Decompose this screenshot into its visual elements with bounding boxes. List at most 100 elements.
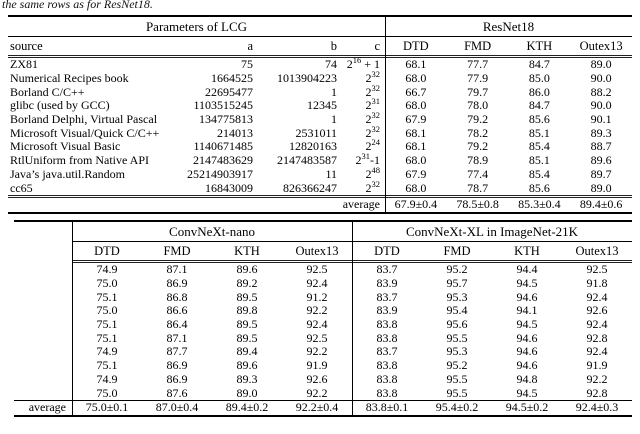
result-cell: 90.1	[590, 112, 612, 127]
result-cell: 85.0	[528, 71, 550, 86]
result-cell: 86.8	[166, 289, 188, 304]
result-cell: 92.4	[586, 289, 608, 304]
result-cell: 92.8	[586, 385, 608, 400]
result-cell: 91.8	[586, 276, 608, 291]
result-cell: 83.9	[376, 276, 398, 291]
result-cell: 95.5	[446, 385, 468, 400]
average-values: 67.9±0.4 78.5±0.8 85.3±0.4 89.4±0.6	[385, 197, 632, 212]
table2-row: 75.1 86.9 89.6 91.9 83.8 95.2 94.6 91.9	[14, 358, 632, 373]
result-cell: 85.4	[528, 139, 550, 154]
row-left: Microsoft Visual/Quick C/C++ 214013 253101…	[8, 125, 385, 141]
b-cell: 1	[331, 84, 337, 99]
col-header-kth: KTH	[526, 38, 553, 53]
top-rule	[14, 220, 632, 222]
exponent: 32	[371, 82, 381, 93]
col-header-kth: KTH	[234, 243, 260, 258]
label-divider	[72, 220, 73, 417]
result-cell: 85.1	[528, 153, 550, 168]
average-dtd: 83.8±0.1	[365, 400, 409, 415]
result-cell: 83.7	[376, 262, 398, 277]
pre-average-rule	[8, 194, 632, 198]
result-cell: 83.8	[376, 330, 398, 345]
xl-results: 83.8 95.2 94.6 91.9	[352, 358, 632, 373]
a-cell: 25214903917	[187, 166, 253, 181]
col-header-fmd: FMD	[464, 38, 492, 53]
row-left: glibc (used by GCC) 1103515245 12345 231	[8, 96, 385, 113]
source-cell: ZX81	[10, 57, 38, 72]
table1-row: Borland Delphi, Virtual Pascal 134775813 1…	[8, 110, 632, 127]
xl-results: 83.7 95.2 94.4 92.5	[352, 262, 632, 277]
source-cell: Microsoft Visual/Quick C/C++	[10, 125, 160, 140]
result-cell: 91.9	[306, 358, 328, 373]
result-cell: 89.7	[590, 166, 612, 181]
exponent: 24	[371, 137, 381, 148]
column-header-row: DTD FMD KTH Outex13 DTD FMD KTH Outex13	[14, 242, 632, 260]
exponent: 16	[352, 55, 362, 66]
a-cell: 75	[241, 57, 253, 72]
result-cell: 90.0	[590, 71, 612, 86]
result-cell: 75.0	[96, 385, 118, 400]
section-divider	[352, 220, 353, 417]
table1-body: ZX81 75 74 216 + 1 68.1 77.7 84.7 89.0 Numerical…	[8, 55, 632, 196]
row-results: 66.7 79.7 86.0 88.2	[385, 85, 632, 100]
result-cell: 75.1	[96, 358, 118, 373]
result-cell: 94.6	[516, 330, 538, 345]
result-cell: 77.7	[467, 57, 489, 72]
result-cell: 87.1	[166, 330, 188, 345]
table2-row: 74.9 87.1 89.6 92.5 83.7 95.2 94.4 92.5	[14, 262, 632, 277]
group-header-text: ConvNeXt-nano	[169, 223, 255, 239]
result-cell: 67.9	[405, 112, 427, 127]
result-cell: 77.9	[467, 71, 489, 86]
c-cell: 231	[365, 96, 381, 113]
result-cell: 86.9	[166, 371, 188, 386]
bottom-rule	[14, 414, 632, 417]
xl-results: 83.9 95.4 94.1 92.6	[352, 303, 632, 318]
source-cell: Microsoft Visual Basic	[10, 139, 121, 154]
result-cell: 75.1	[96, 330, 118, 345]
table2-row: 75.1 86.4 89.5 92.4 83.8 95.6 94.5 92.4	[14, 317, 632, 332]
result-cell: 83.7	[376, 289, 398, 304]
exponent: 32	[371, 69, 381, 80]
result-cell: 89.0	[590, 180, 612, 195]
source-cell: RtlUniform from Native API	[10, 153, 149, 168]
group-header-row: ConvNeXt-nano ConvNeXt-XL in ImageNet-21…	[14, 222, 632, 241]
col-header-dtd: DTD	[374, 243, 400, 258]
result-cell: 78.7	[467, 180, 489, 195]
caption-fragment: the same rows as for ResNet18.	[2, 0, 153, 11]
column-headers-left: source a b c	[8, 39, 385, 54]
average-outex13: 89.4±0.6	[579, 197, 623, 212]
result-cell: 83.8	[376, 371, 398, 386]
table-convnext: ConvNeXt-nano ConvNeXt-XL in ImageNet-21…	[14, 220, 632, 417]
result-cell: 83.8	[376, 358, 398, 373]
result-cell: 88.2	[590, 84, 612, 99]
b-cell: 1013904223	[277, 71, 337, 86]
col-header-outex13: Outex13	[295, 243, 339, 258]
row-left: Borland Delphi, Virtual Pascal 134775813 1…	[8, 110, 385, 127]
source-cell: Borland C/C++	[10, 84, 85, 99]
table2-row: 75.1 86.8 89.5 91.2 83.7 95.3 94.6 92.4	[14, 290, 632, 304]
a-cell: 1664525	[211, 71, 253, 86]
source-cell: Numerical Recipes book	[10, 71, 129, 86]
col-header-outex13: Outex13	[575, 243, 619, 258]
row-left: Java’s java.util.Random 25214903917 11 248	[8, 166, 385, 182]
result-cell: 78.0	[467, 98, 489, 113]
result-cell: 94.6	[516, 289, 538, 304]
nano-results: 75.1 86.9 89.6 91.9	[72, 358, 352, 373]
table1-row: Microsoft Visual Basic 1140671485 12820163…	[8, 137, 632, 154]
average-outex13: 92.4±0.3	[575, 400, 619, 415]
result-cell: 86.4	[166, 317, 188, 332]
b-cell: 1	[331, 112, 337, 127]
col-header-b: b	[330, 38, 337, 53]
result-cell: 95.3	[446, 289, 468, 304]
xl-results: 83.8 95.5 94.8 92.2	[352, 372, 632, 387]
row-results: 68.0 78.7 85.6 89.0	[385, 181, 632, 196]
result-cell: 94.4	[516, 262, 538, 277]
col-header-kth: KTH	[514, 243, 540, 258]
table2-body: 74.9 87.1 89.6 92.5 83.7 95.2 94.4 92.5 75.0 86.9…	[14, 262, 632, 400]
result-cell: 92.2	[306, 303, 328, 318]
result-cell: 86.6	[166, 303, 188, 318]
result-cell: 86.0	[528, 84, 550, 99]
row-left: Borland C/C++ 22695477 1 232	[8, 82, 385, 100]
c-cell: 232	[365, 110, 381, 127]
